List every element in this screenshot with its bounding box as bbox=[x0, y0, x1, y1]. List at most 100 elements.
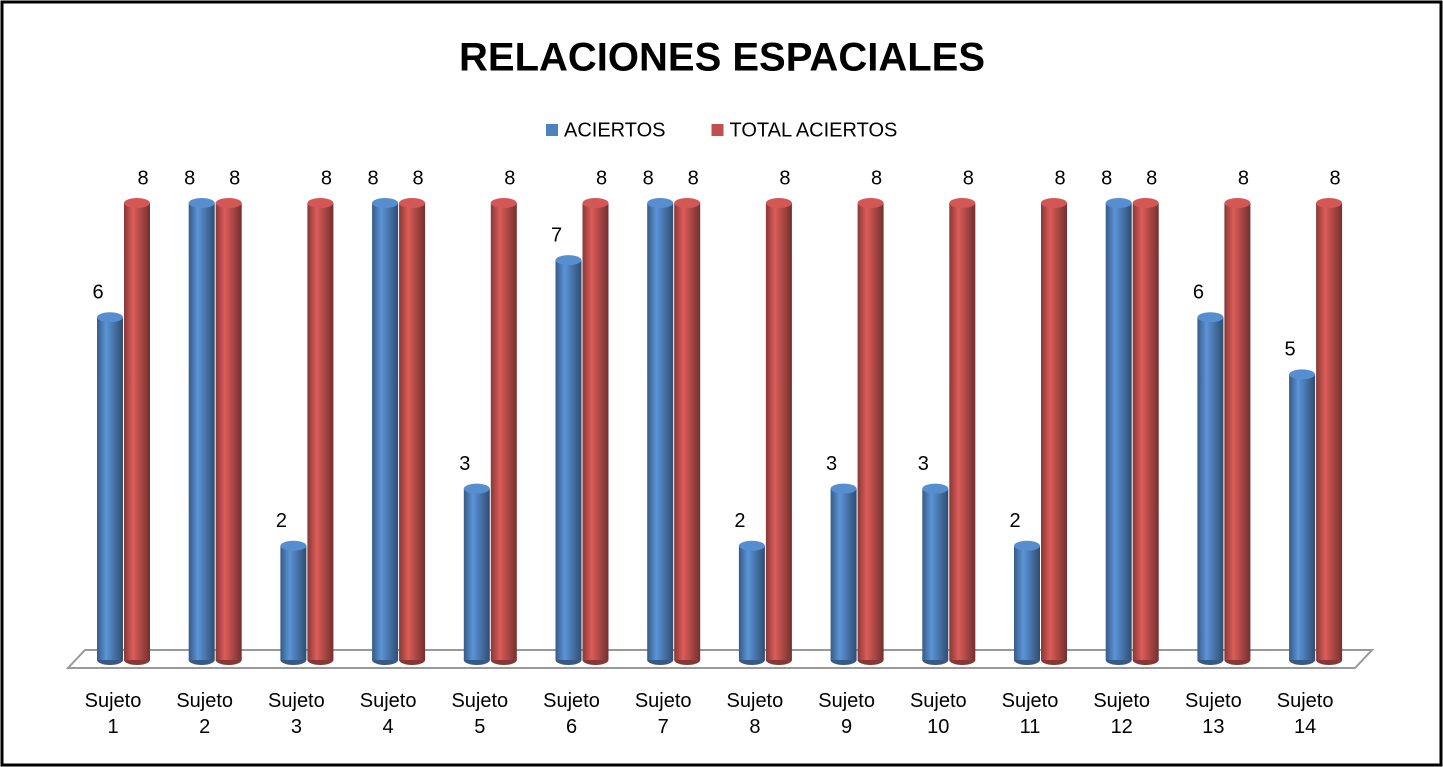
data-label: 5 bbox=[1285, 339, 1296, 361]
x-tick-label: Sujeto 2 bbox=[176, 690, 234, 738]
bar-top bbox=[1289, 369, 1316, 380]
data-label: 2 bbox=[1009, 510, 1020, 532]
bar-top bbox=[1105, 198, 1132, 208]
bar-top bbox=[674, 198, 701, 208]
bar-top bbox=[1197, 312, 1224, 323]
bar-top bbox=[1041, 198, 1067, 208]
data-label: 8 bbox=[1330, 167, 1341, 189]
x-tick-label: Sujeto 4 bbox=[359, 690, 417, 738]
bar bbox=[1197, 317, 1224, 660]
legend-label: ACIERTOS bbox=[564, 119, 666, 141]
bar-top bbox=[490, 198, 517, 208]
legend-swatch bbox=[711, 124, 724, 136]
bar-top bbox=[922, 483, 949, 494]
data-label: 8 bbox=[504, 167, 515, 189]
bar bbox=[188, 203, 215, 660]
data-label: 8 bbox=[184, 167, 195, 189]
bar-top bbox=[97, 312, 123, 323]
bar bbox=[857, 203, 884, 660]
bar-top bbox=[280, 540, 307, 551]
data-label: 2 bbox=[276, 510, 287, 532]
bar-top bbox=[1224, 198, 1251, 208]
bar-top bbox=[1316, 198, 1343, 208]
data-label: 8 bbox=[1054, 167, 1065, 189]
bar bbox=[1041, 203, 1067, 660]
x-tick-label: Sujeto 5 bbox=[451, 690, 509, 738]
data-label: 8 bbox=[963, 167, 974, 189]
bar bbox=[280, 545, 307, 660]
x-tick-label: Sujeto 11 bbox=[1001, 690, 1059, 738]
x-tick-label: Sujeto 12 bbox=[1093, 690, 1151, 738]
bar bbox=[674, 203, 701, 660]
bar-top bbox=[1132, 198, 1159, 208]
data-label: 2 bbox=[734, 510, 745, 532]
bar bbox=[647, 203, 674, 660]
bar bbox=[97, 317, 123, 660]
data-label: 6 bbox=[92, 282, 103, 304]
bar bbox=[555, 260, 582, 660]
bar bbox=[830, 488, 857, 660]
bar-top bbox=[949, 198, 976, 208]
x-tick-label: Sujeto 8 bbox=[726, 690, 784, 738]
bar-top bbox=[857, 198, 884, 208]
data-label: 3 bbox=[459, 453, 470, 475]
bar bbox=[582, 203, 609, 660]
data-label: 8 bbox=[137, 167, 148, 189]
data-label: 8 bbox=[596, 167, 607, 189]
legend-swatch bbox=[546, 124, 558, 136]
data-label: 8 bbox=[413, 167, 424, 189]
bar bbox=[215, 203, 242, 660]
bar bbox=[765, 203, 792, 660]
bar bbox=[307, 203, 334, 660]
x-tick-label: Sujeto 14 bbox=[1276, 690, 1334, 738]
data-label: 8 bbox=[1146, 167, 1157, 189]
bar-top bbox=[399, 198, 426, 208]
bar bbox=[1132, 203, 1159, 660]
x-tick-label: Sujeto 7 bbox=[634, 690, 692, 738]
bar bbox=[1289, 374, 1316, 660]
x-tick-label: Sujeto 9 bbox=[818, 690, 875, 738]
bar-top bbox=[765, 198, 792, 208]
bar bbox=[1224, 203, 1251, 660]
bar bbox=[490, 203, 517, 660]
bar bbox=[1014, 545, 1040, 660]
data-label: 8 bbox=[1101, 167, 1112, 189]
bar bbox=[738, 545, 765, 660]
bar-top bbox=[215, 198, 242, 208]
bar-top bbox=[372, 198, 399, 208]
data-label: 3 bbox=[826, 453, 837, 475]
bar-top bbox=[647, 198, 674, 208]
x-tick-label: Sujeto 6 bbox=[543, 690, 600, 738]
data-label: 8 bbox=[779, 167, 790, 189]
bar bbox=[1316, 203, 1343, 660]
bar-top bbox=[738, 540, 765, 551]
bar-top bbox=[582, 198, 609, 208]
bar-top bbox=[463, 483, 490, 494]
bar-top bbox=[188, 198, 215, 208]
data-label: 8 bbox=[871, 167, 882, 189]
bar bbox=[372, 203, 399, 660]
bar bbox=[1105, 203, 1132, 660]
data-label: 8 bbox=[688, 167, 699, 189]
bar-top bbox=[124, 198, 150, 208]
chart-title: RELACIONES ESPACIALES bbox=[459, 36, 985, 80]
data-label: 8 bbox=[229, 167, 240, 189]
data-label: 8 bbox=[643, 167, 654, 189]
bar bbox=[463, 488, 490, 660]
bar bbox=[922, 488, 949, 660]
bar bbox=[399, 203, 426, 660]
x-tick-label: Sujeto 10 bbox=[909, 690, 967, 738]
data-label: 8 bbox=[1238, 167, 1249, 189]
bar bbox=[124, 203, 150, 660]
x-tick-label: Sujeto 13 bbox=[1185, 690, 1242, 738]
bar-top bbox=[830, 483, 857, 494]
bar bbox=[949, 203, 976, 660]
data-label: 8 bbox=[321, 167, 332, 189]
legend-label: TOTAL ACIERTOS bbox=[730, 119, 898, 141]
x-tick-label: Sujeto 3 bbox=[268, 690, 325, 738]
x-tick-label: Sujeto 1 bbox=[84, 690, 142, 738]
data-label: 7 bbox=[551, 224, 562, 246]
